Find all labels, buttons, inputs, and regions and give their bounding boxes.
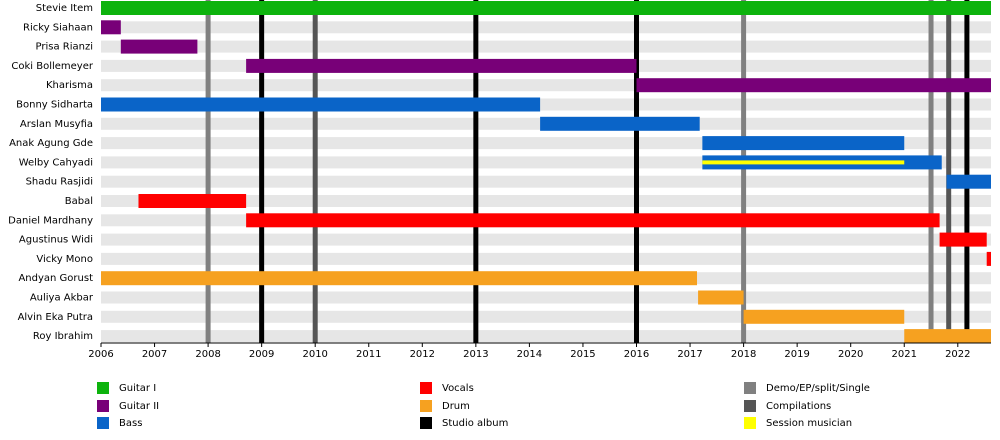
x-tick-label: 2012 — [410, 349, 435, 360]
member-bar — [246, 213, 940, 228]
legend-swatch — [97, 400, 109, 412]
x-tick-label: 2006 — [88, 349, 113, 360]
x-tick-label: 2022 — [945, 349, 970, 360]
legend-swatch — [744, 417, 756, 429]
member-name: Daniel Mardhany — [8, 215, 93, 226]
x-tick-label: 2014 — [517, 349, 542, 360]
member-name: Roy Ibrahim — [33, 331, 93, 342]
member-name: Stevie Item — [36, 3, 93, 14]
member-name: Vicky Mono — [36, 254, 93, 265]
x-tick-label: 2008 — [195, 349, 220, 360]
legend-swatch — [97, 382, 109, 394]
member-name: Alvin Eka Putra — [18, 312, 93, 323]
legend-label: Session musician — [766, 418, 852, 429]
member-name: Agustinus Widi — [19, 235, 93, 246]
row-stripe — [101, 175, 991, 188]
member-bar — [120, 39, 198, 54]
legend-swatch — [420, 382, 432, 394]
legend-label: Bass — [119, 418, 142, 429]
member-name: Bonny Sidharta — [16, 100, 93, 111]
member-bar — [540, 116, 700, 131]
row-stripe — [101, 21, 991, 34]
member-name: Welby Cahyadi — [19, 157, 93, 168]
member-name: Auliya Akbar — [30, 293, 94, 304]
x-tick-label: 2015 — [570, 349, 595, 360]
x-tick-label: 2010 — [302, 349, 327, 360]
legend-label: Guitar I — [119, 383, 156, 394]
x-tick-label: 2019 — [784, 349, 809, 360]
legend-swatch — [420, 400, 432, 412]
member-name: Anak Agung Gde — [9, 138, 93, 149]
legend-label: Vocals — [442, 383, 474, 394]
x-tick-label: 2021 — [892, 349, 917, 360]
member-bar — [101, 97, 541, 112]
x-tick-label: 2016 — [624, 349, 649, 360]
member-name: Coki Bollemeyer — [11, 61, 94, 72]
member-name: Ricky Siahaan — [23, 22, 93, 33]
row-stripe — [101, 330, 991, 343]
legend-label: Guitar II — [119, 401, 159, 412]
member-bar — [636, 78, 991, 93]
member-bar — [904, 329, 991, 344]
legend-label: Studio album — [442, 418, 508, 429]
member-bar — [101, 271, 698, 286]
legend-label: Demo/EP/split/Single — [766, 383, 870, 394]
row-stripe — [101, 40, 991, 53]
member-bar — [246, 58, 637, 73]
row-stripe — [101, 195, 991, 207]
x-tick-label: 2007 — [142, 349, 167, 360]
row-stripe — [101, 233, 991, 246]
x-tick-label: 2017 — [677, 349, 702, 360]
member-bar — [698, 290, 744, 305]
member-name: Prisa Rianzi — [36, 42, 93, 53]
x-tick-label: 2009 — [249, 349, 274, 360]
member-bar — [743, 309, 905, 324]
row-stripe — [101, 252, 991, 265]
member-bar — [101, 1, 991, 15]
member-name: Andyan Gorust — [18, 273, 93, 284]
x-tick-label: 2013 — [463, 349, 488, 360]
member-name: Kharisma — [46, 80, 93, 91]
legend-swatch — [97, 417, 109, 429]
x-tick-label: 2020 — [838, 349, 863, 360]
member-name: Shadu Rasjidi — [26, 177, 93, 188]
legend-label: Drum — [442, 401, 470, 412]
member-name: Arslan Musyfia — [20, 119, 93, 130]
x-tick-label: 2011 — [356, 349, 381, 360]
member-bar — [702, 136, 905, 151]
member-bar — [939, 232, 987, 247]
legend-swatch — [744, 400, 756, 412]
member-bar — [946, 174, 991, 189]
legend-swatch — [744, 382, 756, 394]
member-name: Babal — [65, 196, 93, 207]
row-stripe — [101, 291, 991, 304]
x-tick-label: 2018 — [731, 349, 756, 360]
legend-label: Compilations — [766, 401, 831, 412]
member-bar — [138, 194, 247, 208]
legend-swatch — [420, 417, 432, 429]
member-bar — [101, 20, 121, 35]
member-bar — [986, 251, 991, 266]
session-bar — [702, 160, 905, 165]
